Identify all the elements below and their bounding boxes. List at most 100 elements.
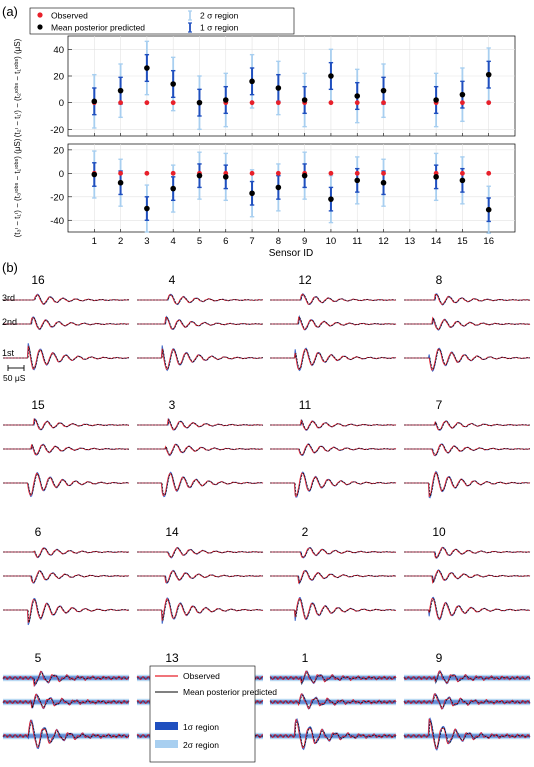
waveform-uncertainty-trace — [3, 417, 129, 431]
plot-a-top-predicted-point — [328, 73, 334, 79]
waveform-predicted-trace — [404, 444, 531, 456]
waveform-predicted-trace — [3, 473, 130, 496]
waveform-predicted-trace — [270, 547, 397, 558]
waveform-panel-4: 4 — [137, 273, 264, 372]
waveform-predicted-trace — [137, 418, 263, 430]
waveform-predicted-trace — [270, 570, 396, 584]
waveform-uncertainty-trace — [404, 293, 531, 306]
waveform-predicted-trace — [404, 547, 530, 558]
plot-a-top-predicted-point — [301, 97, 308, 103]
waveform-observed-trace — [270, 419, 397, 431]
waveform-observed-trace — [3, 599, 130, 623]
waveform-predicted-trace — [137, 349, 263, 369]
plot-a-bottom-predicted-point — [380, 179, 387, 186]
waveform-panel-6: 6 — [3, 525, 130, 626]
x-tick-labels-a: 1 2 3 4 5 6 7 8 9 10 11 12 13 14 15 16 — [92, 236, 494, 247]
plot-a-top-observed-point — [249, 100, 255, 106]
waveform-title-11: 11 — [299, 398, 312, 412]
waveform-predicted-trace — [137, 444, 263, 455]
waveform-uncertainty-trace — [137, 443, 264, 457]
waveform-one-sigma-band — [3, 676, 129, 680]
waveform-predicted-trace — [137, 294, 264, 305]
waveform-predicted-trace — [3, 444, 130, 455]
plot-a-top-observed-point — [170, 100, 176, 106]
legend-b: Observed Mean posterior predicted 1σ reg… — [149, 665, 277, 763]
waveform-observed-trace — [3, 570, 130, 584]
waveform-panel-15: 15 — [3, 398, 130, 498]
plot-a-top-observed-point — [486, 100, 492, 106]
plot-a-bottom: -40 -20 0 20 — [50, 144, 515, 234]
waveform-panel-11: 11 — [270, 398, 397, 498]
legend-b-two-sigma-label: 2σ region — [183, 740, 219, 750]
waveform-panel-2: 2 — [270, 525, 397, 621]
plot-a-top-y-tick-label: -20 — [50, 125, 64, 136]
plot-a-bottom-observed-point — [460, 170, 465, 176]
waveform-uncertainty-trace — [3, 597, 130, 626]
scale-bar: 50 μS — [3, 365, 26, 383]
waveform-uncertainty-trace — [270, 443, 397, 457]
waveform-title-7: 7 — [436, 398, 443, 412]
legend-a-predicted-label: Mean posterior predicted — [51, 23, 145, 33]
waveform-predicted-trace — [137, 317, 263, 330]
waveform-title-1: 1 — [302, 651, 309, 665]
x-tick-label: 5 — [197, 236, 202, 247]
x-tick-label: 2 — [118, 236, 123, 247]
plot-a-bottom-frame — [67, 143, 516, 233]
plot-a-bottom-predicted-point — [144, 205, 150, 212]
waveform-observed-trace — [137, 348, 264, 370]
plot-a-top-frame — [67, 35, 516, 137]
waveform-predicted-trace — [404, 598, 530, 619]
plot-a-top-observed-point — [118, 100, 123, 106]
waveform-uncertainty-trace — [270, 569, 396, 585]
plot-a-bottom-observed-point — [486, 170, 492, 176]
waveform-observed-trace — [404, 348, 531, 371]
waveform-observed-trace — [3, 472, 130, 497]
plot-a-bottom-predicted-point — [485, 206, 492, 213]
x-tick-label: 3 — [144, 236, 149, 247]
plot-a-top-observed-point — [354, 100, 360, 106]
waveform-predicted-trace — [137, 547, 263, 558]
plot-a-top-predicted-point — [222, 97, 229, 103]
waveform-uncertainty-trace — [2, 693, 130, 710]
waveform-panel-16: 16 — [3, 273, 130, 371]
plot-a-top-predicted-point — [91, 98, 98, 105]
waveform-observed-trace — [3, 444, 130, 456]
waveform-uncertainty-trace — [137, 597, 264, 624]
y-axis-label-a-bottom: (t₃ᶦ − t₁ᶦ) − (t₃ᶦᵒᵇˢ − t₁ᶦᵒᵇˢ) (μS) — [13, 138, 22, 237]
plot-a-top-predicted-point — [485, 71, 492, 78]
waveform-panel-1: 1 — [269, 651, 397, 751]
waveform-title-13: 13 — [165, 651, 179, 665]
plot-a-bottom-observed-point — [275, 170, 281, 176]
waveform-predicted-trace — [137, 473, 263, 496]
waveform-one-sigma-band — [270, 676, 396, 680]
waveform-predicted-trace — [270, 316, 396, 330]
legend-a-two-sigma-label: 2 σ region — [200, 11, 239, 21]
plot-a-bottom-predicted-point — [301, 172, 308, 179]
legend-b-one-sigma-swatch — [155, 722, 178, 730]
plot-a-top-predicted-point — [354, 93, 361, 99]
plot-a-bottom-predicted-point — [459, 177, 466, 184]
waveform-title-4: 4 — [169, 273, 176, 287]
waveform-predicted-trace — [404, 694, 531, 708]
legend-a-observed-marker — [37, 12, 43, 18]
waveform-predicted-trace — [270, 473, 397, 497]
plot-a-bottom-y-tick-label: -20 — [50, 192, 64, 203]
waveform-observed-trace — [270, 597, 397, 620]
waveform-predicted-trace — [270, 349, 396, 370]
waveform-uncertainty-trace — [270, 314, 397, 331]
waveform-uncertainty-trace — [270, 418, 397, 431]
waveform-predicted-trace — [270, 695, 396, 708]
waveform-predicted-trace — [270, 721, 397, 748]
x-tick-label: 12 — [378, 236, 389, 247]
arrival-label-2nd: 2nd — [2, 317, 17, 327]
waveform-uncertainty-trace — [270, 293, 397, 306]
x-tick-label: 10 — [326, 236, 337, 247]
plot-a-bottom-observed-point — [144, 170, 150, 176]
waveform-uncertainty-trace — [3, 343, 130, 371]
plot-a-top-predicted-point — [459, 91, 466, 98]
waveform-uncertainty-trace — [270, 347, 397, 372]
x-tick-label: 4 — [171, 236, 176, 247]
arrival-label-1st: 1st — [2, 348, 15, 358]
waveform-title-15: 15 — [31, 398, 45, 412]
waveform-observed-trace — [2, 719, 130, 748]
